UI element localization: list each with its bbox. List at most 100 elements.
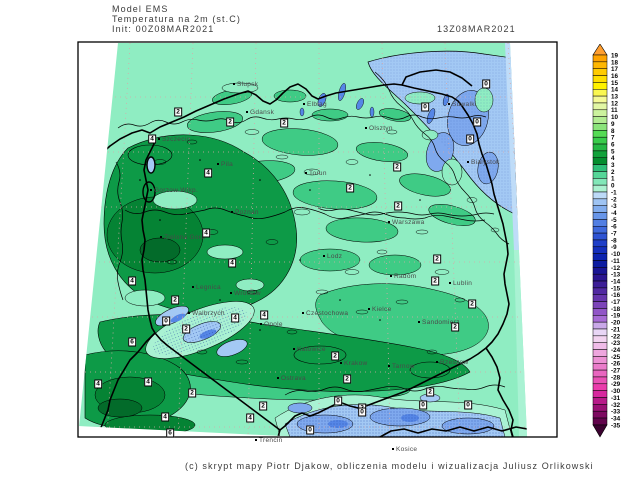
colorbar-tick-label: -8 [611, 237, 617, 244]
colorbar-tick-label: 4 [611, 155, 615, 162]
colorbar-tick-label: -26 [611, 361, 621, 368]
colorbar-tick-label: -15 [611, 285, 621, 292]
colorbar-tick-label: 6 [611, 141, 615, 148]
colorbar-tick-label: -31 [611, 395, 621, 402]
model-name: Model EMS [112, 4, 169, 14]
colorbar-cell [592, 150, 608, 159]
country-borders [97, 69, 527, 437]
colorbar-tick-label: -25 [611, 354, 621, 361]
colorbar-cell [592, 171, 608, 179]
colorbar-arrow-top [592, 44, 608, 56]
colorbar-tick-label: -17 [611, 299, 621, 306]
colorbar-tick-label: -30 [611, 388, 621, 395]
colorbar-tick-label: -23 [611, 340, 621, 347]
colorbar-cell [592, 102, 608, 111]
colorbar-cell [592, 342, 608, 350]
colorbar-cell [592, 397, 608, 405]
colorbar-cell [592, 164, 608, 172]
colorbar-tick-label: 10 [611, 114, 619, 121]
colorbar-cell [592, 301, 608, 309]
colorbar-cell [592, 219, 608, 227]
colorbar-tick-label: -7 [611, 231, 617, 238]
colorbar-tick-label: -10 [611, 251, 621, 258]
colorbar-cell [592, 143, 608, 152]
map-fill-layers [78, 43, 527, 437]
colorbar-cell [592, 68, 608, 76]
colorbar-tick-label: -1 [611, 189, 617, 196]
colorbar-cell [592, 390, 608, 398]
colorbar-tick-label: 19 [611, 52, 619, 59]
colorbar-cell [592, 109, 608, 117]
colorbar-tick-label: -11 [611, 258, 620, 265]
colorbar-tick-label: -19 [611, 313, 621, 320]
colorbar-cell [592, 212, 608, 220]
colorbar-cell [592, 417, 608, 426]
colorbar-cell [592, 335, 608, 343]
colorbar-cell [592, 89, 608, 97]
temperature-colorbar: 191817161514131211109876543210-1-2-3-4-5… [592, 44, 621, 438]
colorbar-cell [592, 321, 608, 330]
colorbar-cell [592, 410, 608, 419]
colorbar-tick-label: 18 [611, 59, 619, 66]
colorbar-cell [592, 260, 608, 268]
colorbar-tick-label: -21 [611, 326, 621, 333]
colorbar-cell [592, 315, 608, 323]
colorbar-cell [592, 184, 608, 193]
colorbar-tick-label: -35 [611, 422, 621, 429]
colorbar-cell [592, 75, 608, 83]
colorbar-tick-label: -12 [611, 265, 621, 272]
colorbar-cell [592, 157, 608, 165]
colorbar-cell [592, 246, 608, 254]
colorbar-tick-label: 8 [611, 128, 615, 135]
colorbar-tick-label: 17 [611, 66, 619, 73]
colorbar-tick-label: -27 [611, 368, 621, 375]
colorbar-tick-label: -14 [611, 278, 621, 285]
colorbar-cell [592, 328, 608, 337]
colorbar-cell [592, 253, 608, 261]
colorbar-tick-label: -3 [611, 203, 617, 210]
credit-line: (c) skrypt mapy Piotr Djakow, obliczenia… [185, 461, 594, 471]
colorbar-tick-label: 0 [611, 183, 615, 190]
colorbar-cell [592, 349, 608, 357]
colorbar-cell [592, 308, 608, 316]
colorbar-cell [592, 61, 608, 69]
colorbar-tick-label: -16 [611, 292, 621, 299]
init-time: Init: 00Z08MAR2021 [112, 24, 215, 34]
colorbar-tick-label: 7 [611, 135, 615, 142]
colorbar-cell [592, 273, 608, 282]
colorbar-tick-label: -13 [611, 272, 621, 279]
colorbar-cell [592, 54, 608, 63]
colorbar-cell [592, 287, 608, 295]
colorbar-cell [592, 95, 608, 104]
colorbar-cell [592, 280, 608, 289]
colorbar-tick-label: -6 [611, 224, 617, 231]
colorbar-tick-label: 11 [611, 107, 618, 114]
colorbar-tick-label: -32 [611, 402, 621, 409]
colorbar-tick-label: -28 [611, 374, 621, 381]
colorbar-cell [592, 198, 608, 206]
colorbar-tick-label: -9 [611, 244, 617, 251]
map-frame [77, 41, 558, 438]
colorbar-cell [592, 123, 608, 131]
colorbar-tick-label: 5 [611, 148, 615, 155]
colorbar-tick-label: -18 [611, 306, 621, 313]
colorbar-tick-label: -4 [611, 210, 617, 217]
colorbar-tick-label: -34 [611, 415, 621, 422]
colorbar-cell [592, 383, 608, 391]
poland-border [141, 84, 510, 431]
colorbar-tick-label: 14 [611, 87, 619, 94]
colorbar-cell [592, 294, 608, 302]
colorbar-tick-label: -22 [611, 333, 621, 340]
colorbar-cell [592, 356, 608, 364]
colorbar-cell [592, 376, 608, 385]
colorbar-tick-label: -20 [611, 320, 621, 327]
colorbar-tick-label: 16 [611, 73, 619, 80]
colorbar-arrow-bottom [592, 424, 608, 438]
colorbar-tick-label: 15 [611, 80, 619, 87]
colorbar-tick-label: 1 [611, 176, 615, 183]
colorbar-cell [592, 369, 608, 378]
colorbar-cell [592, 404, 608, 412]
colorbar-tick-label: -5 [611, 217, 617, 224]
parameter-title: Temperatura na 2m (st.C) [112, 14, 241, 24]
